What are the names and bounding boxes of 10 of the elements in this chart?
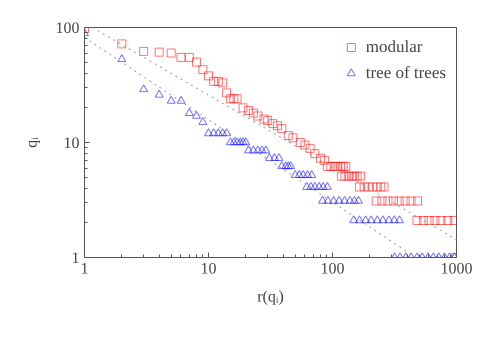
x-axis-title: r(qᵢ) (257, 288, 284, 306)
y-tick-label: 100 (56, 20, 80, 37)
x-tick-label: 100 (320, 260, 344, 278)
y-axis-title: qᵢ (24, 136, 40, 148)
x-tick-label: 10 (200, 260, 216, 278)
legend-label: modular (366, 37, 422, 57)
y-tick-label: 10 (64, 135, 80, 152)
legend-label: tree of trees (366, 63, 446, 83)
y-tick-label: 1 (72, 250, 80, 267)
x-tick-label: 1000 (440, 260, 472, 278)
